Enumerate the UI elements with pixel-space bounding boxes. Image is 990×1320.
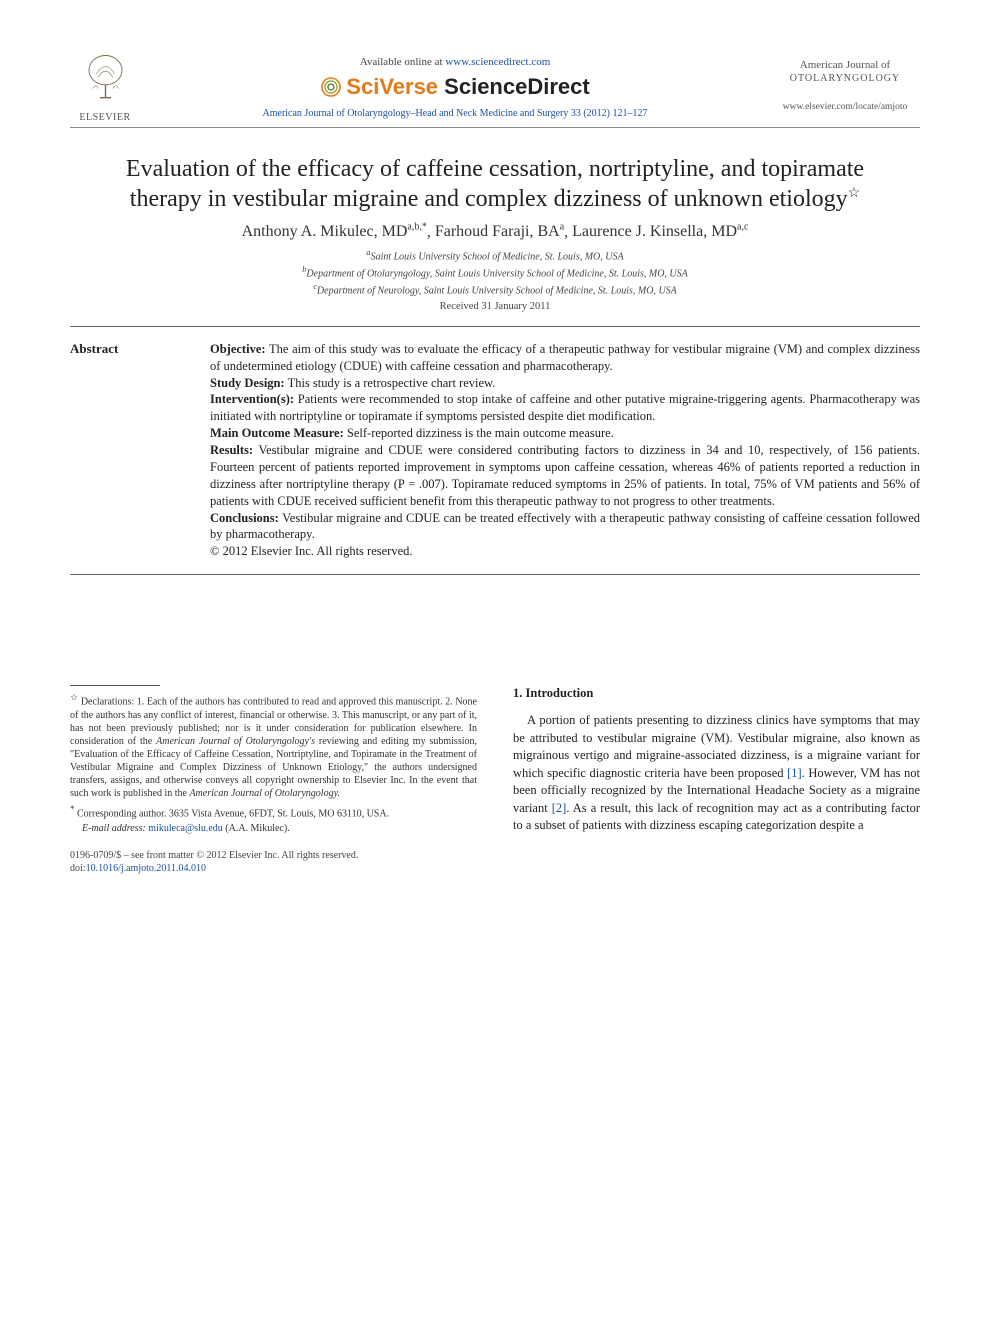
affiliations: aSaint Louis University School of Medici… — [70, 247, 920, 297]
header-right: American Journal of OTOLARYNGOLOGY www.e… — [770, 50, 920, 114]
title-star: ☆ — [848, 186, 861, 201]
declarations-mark: ☆ — [70, 692, 78, 702]
elsevier-logo: ELSEVIER — [70, 50, 140, 123]
available-prefix: Available online at — [360, 56, 446, 68]
sciverse-logo: SciVerse ScienceDirect — [320, 74, 589, 100]
sciverse-suffix: ScienceDirect — [444, 74, 590, 99]
elsevier-label: ELSEVIER — [70, 112, 140, 123]
conclusions-text: Vestibular migraine and CDUE can be trea… — [210, 511, 920, 542]
email-label: E-mail address: — [82, 823, 146, 834]
footnote-rule — [70, 685, 160, 686]
affiliation-a: aSaint Louis University School of Medici… — [70, 247, 920, 264]
left-column: ☆ Declarations: 1. Each of the authors h… — [70, 685, 477, 875]
header-rule — [70, 127, 920, 128]
affiliation-c: cDepartment of Neurology, Saint Louis Un… — [70, 281, 920, 298]
abstract-block: Abstract Objective: The aim of this stud… — [70, 341, 920, 560]
abstract-bottom-rule — [70, 574, 920, 575]
declarations-footnote: ☆ Declarations: 1. Each of the authors h… — [70, 692, 477, 799]
locate-url: www.elsevier.com/locate/amjoto — [770, 101, 920, 113]
header-center: Available online at www.sciencedirect.co… — [140, 50, 770, 119]
outcome-label: Main Outcome Measure: — [210, 426, 344, 440]
results-text: Vestibular migraine and CDUE were consid… — [210, 443, 920, 508]
intro-paragraph: A portion of patients presenting to dizz… — [513, 712, 920, 835]
journal-citation: American Journal of Otolaryngology–Head … — [140, 108, 770, 119]
doi-line: doi:10.1016/j.amjoto.2011.04.010 — [70, 862, 477, 875]
design-label: Study Design: — [210, 376, 285, 390]
abstract-body: Objective: The aim of this study was to … — [210, 341, 920, 560]
email-link[interactable]: mikuleca@slu.edu — [148, 823, 222, 834]
title-text: Evaluation of the efficacy of caffeine c… — [126, 156, 864, 212]
interventions-text: Patients were recommended to stop intake… — [210, 392, 920, 423]
author-2: Farhoud Faraji, BAa — [435, 223, 564, 240]
sciverse-text: SciVerse ScienceDirect — [346, 74, 589, 99]
intro-heading: 1. Introduction — [513, 685, 920, 702]
right-column: 1. Introduction A portion of patients pr… — [513, 685, 920, 875]
body-columns: ☆ Declarations: 1. Each of the authors h… — [70, 685, 920, 875]
journal-name-line1: American Journal of — [770, 58, 920, 72]
corresponding-footnote: * Corresponding author. 3635 Vista Avenu… — [70, 804, 477, 820]
conclusions-label: Conclusions: — [210, 511, 279, 525]
footnotes: ☆ Declarations: 1. Each of the authors h… — [70, 692, 477, 835]
outcome-text: Self-reported dizziness is the main outc… — [344, 426, 614, 440]
ref-1-link[interactable]: [1] — [787, 766, 802, 780]
article-title: Evaluation of the efficacy of caffeine c… — [100, 154, 890, 214]
author-1: Anthony A. Mikulec, MDa,b,* — [242, 223, 427, 240]
page-header: ELSEVIER Available online at www.science… — [70, 50, 920, 123]
author-3: Laurence J. Kinsella, MDa,c — [572, 223, 748, 240]
email-footnote: E-mail address: mikuleca@slu.edu (A.A. M… — [70, 822, 477, 835]
abstract-top-rule — [70, 326, 920, 327]
objective-text: The aim of this study was to evaluate th… — [210, 342, 920, 373]
authors-line: Anthony A. Mikulec, MDa,b,*, Farhoud Far… — [70, 222, 920, 241]
front-matter-line1: 0196-0709/$ – see front matter © 2012 El… — [70, 849, 477, 862]
interventions-label: Intervention(s): — [210, 392, 294, 406]
abstract-label: Abstract — [70, 341, 170, 560]
available-online-text: Available online at www.sciencedirect.co… — [140, 56, 770, 68]
results-label: Results: — [210, 443, 253, 457]
ref-2-link[interactable]: [2] — [552, 801, 567, 815]
elsevier-tree-icon — [78, 50, 133, 105]
affiliation-b: bDepartment of Otolaryngology, Saint Lou… — [70, 264, 920, 281]
journal-name-line2: OTOLARYNGOLOGY — [770, 72, 920, 85]
design-text: This study is a retrospective chart revi… — [285, 376, 496, 390]
doi-link[interactable]: 10.1016/j.amjoto.2011.04.010 — [86, 863, 206, 874]
front-matter: 0196-0709/$ – see front matter © 2012 El… — [70, 849, 477, 875]
abstract-copyright: © 2012 Elsevier Inc. All rights reserved… — [210, 543, 920, 560]
sciencedirect-link[interactable]: www.sciencedirect.com — [445, 56, 550, 68]
sciverse-swirl-icon — [320, 76, 342, 98]
objective-label: Objective: — [210, 342, 266, 356]
sciverse-prefix: SciVerse — [346, 74, 444, 99]
received-date: Received 31 January 2011 — [70, 301, 920, 312]
